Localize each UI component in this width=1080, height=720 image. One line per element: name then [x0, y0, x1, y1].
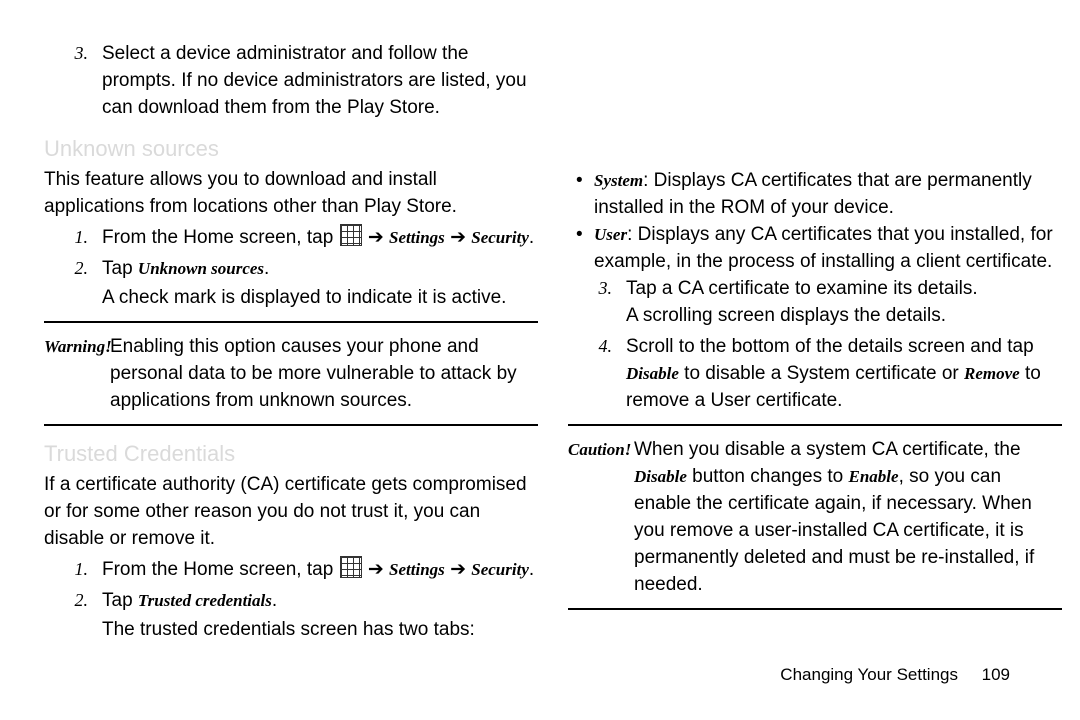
step-text: Select a device administrator and follow… [102, 43, 527, 118]
right-step-4: 4. Scroll to the bottom of the details s… [568, 333, 1062, 414]
step-text-post: . [272, 590, 277, 611]
bullet-text: : Displays any CA certificates that you … [594, 224, 1053, 272]
step-number: 4. [572, 333, 612, 360]
step-number: 2. [48, 587, 88, 614]
step-3-admin: 3. Select a device administrator and fol… [44, 40, 538, 121]
caution-tag: Caution! [568, 436, 631, 463]
security-label: Security [471, 560, 529, 579]
arrow-icon: ➔ [368, 559, 389, 580]
step-number: 1. [48, 556, 88, 583]
step-line-1: Tap a CA certificate to examine its deta… [626, 278, 978, 299]
settings-label: Settings [389, 228, 445, 247]
footer-page-number: 109 [982, 665, 1010, 684]
user-label: User [594, 225, 627, 244]
unknown-sources-intro: This feature allows you to download and … [44, 166, 538, 220]
bullet-user: User: Displays any CA certificates that … [568, 221, 1062, 275]
bullet-system: System: Displays CA certificates that ar… [568, 167, 1062, 221]
bullet-text: : Displays CA certificates that are perm… [594, 170, 1032, 218]
disable-label: Disable [626, 364, 679, 383]
right-step-3: 3. Tap a CA certificate to examine its d… [568, 275, 1062, 329]
security-label: Security [471, 228, 529, 247]
enable-label: Enable [849, 467, 899, 486]
warning-tag: Warning! [44, 333, 112, 360]
step-text-pre: Tap [102, 590, 138, 611]
step-text-post: . [264, 258, 269, 279]
caution-mid: button changes to [687, 466, 849, 487]
trusted-step-2: 2. Tap Trusted credentials. The trusted … [44, 587, 538, 643]
system-label: System [594, 171, 643, 190]
heading-trusted-credentials: Trusted Credentials [44, 440, 538, 467]
divider-rule [568, 424, 1062, 426]
period: . [529, 227, 534, 248]
step-number: 3. [572, 275, 612, 302]
apps-grid-icon [340, 224, 362, 246]
heading-unknown-sources: Unknown sources [44, 135, 538, 162]
manual-page: 3. Select a device administrator and fol… [0, 0, 1080, 720]
caution-pre: When you disable a system CA certificate… [634, 439, 1021, 460]
unknown-step-2: 2. Tap Unknown sources. A check mark is … [44, 255, 538, 311]
unknown-step-result: A check mark is displayed to indicate it… [102, 284, 538, 311]
trusted-credentials-label: Trusted credentials [138, 591, 272, 610]
arrow-icon: ➔ [368, 227, 389, 248]
apps-grid-icon [340, 556, 362, 578]
step4-pre: Scroll to the bottom of the details scre… [626, 336, 1034, 357]
period: . [529, 559, 534, 580]
step-number: 3. [48, 40, 88, 67]
unknown-step-1: 1. From the Home screen, tap ➔ Settings … [44, 224, 538, 251]
divider-rule [44, 321, 538, 323]
arrow-icon: ➔ [450, 559, 471, 580]
warning-block: Warning! Enabling this option causes you… [44, 321, 538, 426]
page-footer: Changing Your Settings 109 [780, 661, 1010, 688]
trusted-step-result: The trusted credentials screen has two t… [102, 616, 538, 643]
step-text-pre: From the Home screen, tap [102, 559, 339, 580]
step-text-pre: From the Home screen, tap [102, 227, 339, 248]
trusted-intro: If a certificate authority (CA) certific… [44, 471, 538, 552]
step4-mid: to disable a System certificate or [679, 363, 964, 384]
disable-label: Disable [634, 467, 687, 486]
step-text-pre: Tap [102, 258, 138, 279]
step-number: 1. [48, 224, 88, 251]
divider-rule [568, 608, 1062, 610]
step-number: 2. [48, 255, 88, 282]
warning-text: Enabling this option causes your phone a… [110, 336, 517, 411]
arrow-icon: ➔ [450, 227, 471, 248]
divider-rule [44, 424, 538, 426]
unknown-sources-label: Unknown sources [138, 259, 264, 278]
remove-label: Remove [964, 364, 1020, 383]
trusted-step-1: 1. From the Home screen, tap ➔ Settings … [44, 556, 538, 583]
footer-section: Changing Your Settings [780, 665, 958, 684]
caution-block: Caution! When you disable a system CA ce… [568, 424, 1062, 610]
settings-label: Settings [389, 560, 445, 579]
step-line-2: A scrolling screen displays the details. [626, 302, 1062, 329]
